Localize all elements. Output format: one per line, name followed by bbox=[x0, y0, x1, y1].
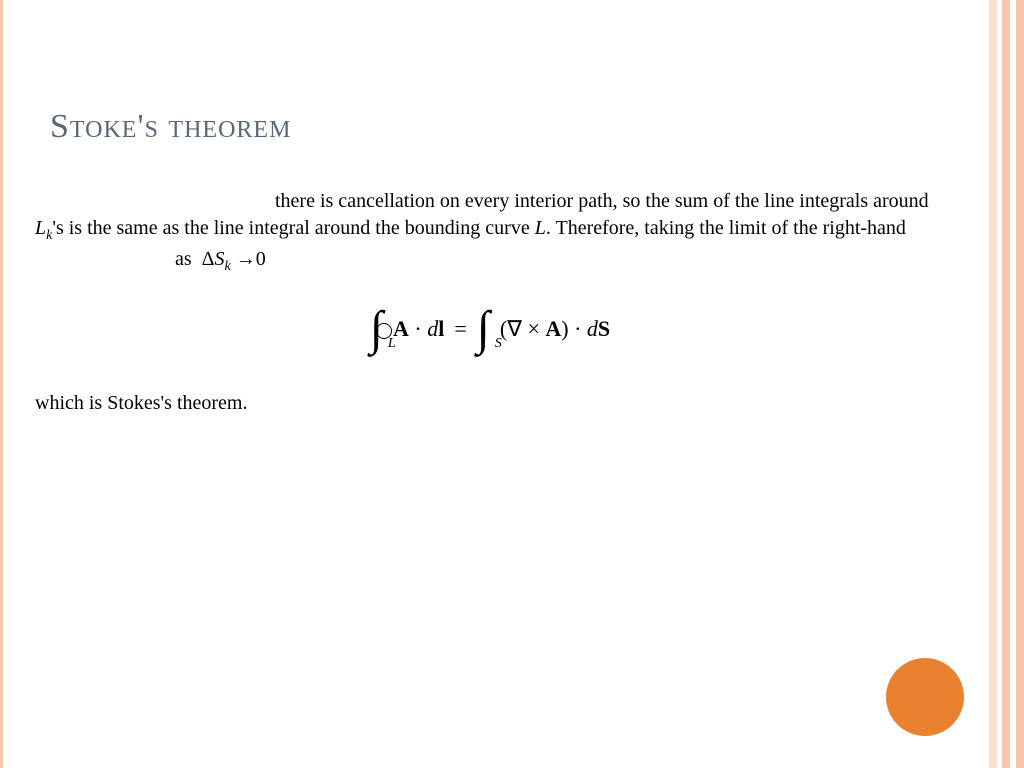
math-arrow: → bbox=[236, 248, 256, 270]
body-text-part2: 's is the same as the line integral arou… bbox=[52, 217, 534, 239]
oint-symbol: ∫ L bbox=[370, 305, 383, 353]
oint-sub: L bbox=[388, 337, 396, 351]
int-symbol: ∫ S bbox=[477, 305, 490, 353]
eq-rhs: (∇ × A) · dS bbox=[500, 316, 610, 342]
rparen: ) bbox=[561, 316, 568, 341]
border-right-stripe-1 bbox=[989, 0, 997, 768]
math-limit-sub: k bbox=[225, 259, 231, 274]
border-right-stripe-3 bbox=[1016, 0, 1024, 768]
decorative-circle-icon bbox=[886, 658, 964, 736]
math-delta: Δ bbox=[202, 248, 215, 270]
text-as: as bbox=[175, 248, 192, 270]
eq-lhs: A · dl bbox=[393, 316, 444, 342]
vec-l: l bbox=[438, 316, 444, 341]
body-text-part1: there is cancellation on every interior … bbox=[275, 190, 929, 212]
vec-S: S bbox=[598, 316, 610, 341]
body-paragraph: there is cancellation on every interior … bbox=[35, 188, 955, 277]
dot-2: · bbox=[574, 316, 581, 341]
body-text-part3: . Therefore, taking the limit of the rig… bbox=[546, 217, 906, 239]
d-1: d bbox=[427, 316, 438, 341]
int-glyph: ∫ bbox=[370, 302, 383, 355]
limit-expression: as ΔSk →0 bbox=[175, 246, 266, 277]
slide-container: Stoke's theorem there is cancellation on… bbox=[0, 0, 1024, 768]
slide-title: Stoke's theorem bbox=[50, 108, 291, 146]
stokes-equation: ∫ L A · dl = ∫ S (∇ × A) · dS bbox=[0, 305, 980, 353]
math-Lk-L: L bbox=[35, 217, 46, 239]
dot-1: · bbox=[414, 316, 421, 341]
closing-text: which is Stokes's theorem. bbox=[35, 392, 247, 415]
math-L: L bbox=[535, 217, 546, 239]
border-left-stripe bbox=[0, 0, 3, 768]
int-glyph-2: ∫ bbox=[477, 302, 490, 355]
int-sub: S bbox=[495, 337, 502, 351]
math-zero: 0 bbox=[256, 248, 266, 270]
vec-A-2: A bbox=[545, 316, 561, 341]
equals-sign: = bbox=[454, 316, 466, 342]
cross: × bbox=[527, 316, 539, 341]
border-right-stripe-2 bbox=[1002, 0, 1010, 768]
math-S: S bbox=[215, 248, 225, 270]
d-2: d bbox=[587, 316, 598, 341]
nabla: ∇ bbox=[507, 316, 522, 341]
